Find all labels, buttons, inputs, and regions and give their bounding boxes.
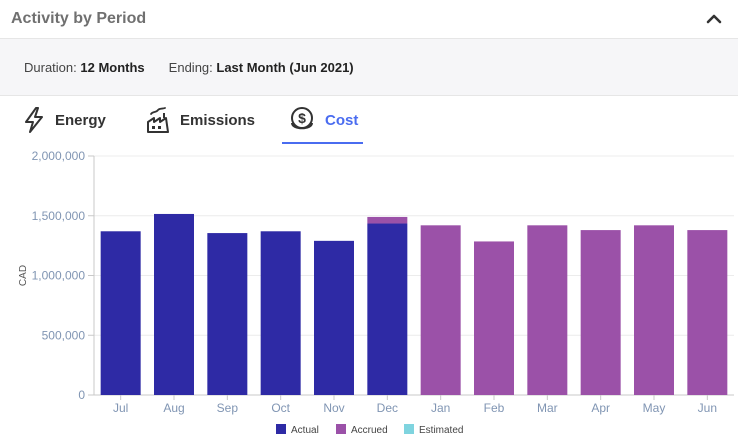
y-tick-label: 2,000,000 xyxy=(32,149,86,163)
svg-text:$: $ xyxy=(298,110,306,126)
y-axis-label: CAD xyxy=(18,265,29,286)
x-tick-label: Oct xyxy=(271,401,290,415)
x-tick-label: May xyxy=(643,401,666,415)
tab-energy[interactable]: Energy xyxy=(22,96,106,144)
x-tick-label: Dec xyxy=(377,401,398,415)
duration-info: Duration: 12 Months xyxy=(24,60,145,75)
bar-actual-dec xyxy=(367,223,408,395)
x-tick-label: Nov xyxy=(323,401,344,415)
x-tick-label: Jun xyxy=(698,401,717,415)
cost-bar-chart: 0 500,000 1,000,000 1,500,000 2,000,000 CAD Ju… xyxy=(18,149,734,436)
y-tick-label: 500,000 xyxy=(42,328,86,342)
x-tick-label: Jul xyxy=(113,401,128,415)
x-tick-label: Aug xyxy=(163,401,184,415)
legend-label-estimated: Estimated xyxy=(419,425,463,436)
bar-accrued-mar xyxy=(527,225,568,395)
legend-swatch-accrued xyxy=(336,424,346,434)
bar-actual-jul xyxy=(100,231,141,395)
metric-tabs: Energy Emissions $ Cost xyxy=(0,96,738,146)
bar-actual-sep xyxy=(207,233,248,395)
bar-accrued-feb xyxy=(474,241,514,395)
y-tick-label: 1,000,000 xyxy=(32,269,86,283)
x-tick-label: Sep xyxy=(217,401,239,415)
legend-swatch-actual xyxy=(276,424,286,434)
coin-dollar-icon: $ xyxy=(291,107,313,130)
tab-emissions-label: Emissions xyxy=(180,111,256,129)
factory-icon xyxy=(147,107,169,133)
bar-accrued-jan xyxy=(420,225,461,395)
ending-value: Last Month (Jun 2021) xyxy=(216,59,354,75)
duration-label: Duration: xyxy=(24,59,77,75)
bar-actual-oct xyxy=(260,231,301,395)
x-tick-label: Jan xyxy=(431,401,450,415)
panel-title: Activity by Period xyxy=(11,10,147,27)
legend-swatch-estimated xyxy=(404,424,414,434)
bar-accrued-jun xyxy=(687,230,728,395)
chevron-up-icon xyxy=(706,14,722,24)
duration-value: 12 Months xyxy=(80,59,145,75)
x-tick-label: Apr xyxy=(591,401,610,415)
x-tick-label: Mar xyxy=(537,401,558,415)
bar-accrued-apr xyxy=(580,230,621,395)
panel-header: Activity by Period xyxy=(0,0,738,39)
y-tick-label: 1,500,000 xyxy=(32,209,86,223)
legend-label-actual: Actual xyxy=(291,425,319,436)
ending-info: Ending: Last Month (Jun 2021) xyxy=(169,60,354,75)
collapse-button[interactable] xyxy=(704,9,724,29)
y-tick-label: 0 xyxy=(78,388,85,402)
ending-label: Ending: xyxy=(168,59,213,75)
tab-emissions[interactable]: Emissions xyxy=(145,96,255,144)
active-tab-indicator xyxy=(282,142,363,144)
x-tick-label: Feb xyxy=(484,401,505,415)
bar-actual-aug xyxy=(154,213,194,395)
period-summary: Duration: 12 Months Ending: Last Month (… xyxy=(0,39,738,96)
tab-cost[interactable]: $ Cost xyxy=(289,96,358,144)
legend-label-accrued: Accrued xyxy=(351,425,388,436)
bar-actual-nov xyxy=(314,240,354,395)
bar-accrued-dec xyxy=(367,216,408,224)
tab-energy-label: Energy xyxy=(55,111,106,129)
bar-accrued-may xyxy=(634,225,674,395)
lightning-bolt-icon xyxy=(25,107,43,133)
tab-cost-label: Cost xyxy=(325,111,359,129)
